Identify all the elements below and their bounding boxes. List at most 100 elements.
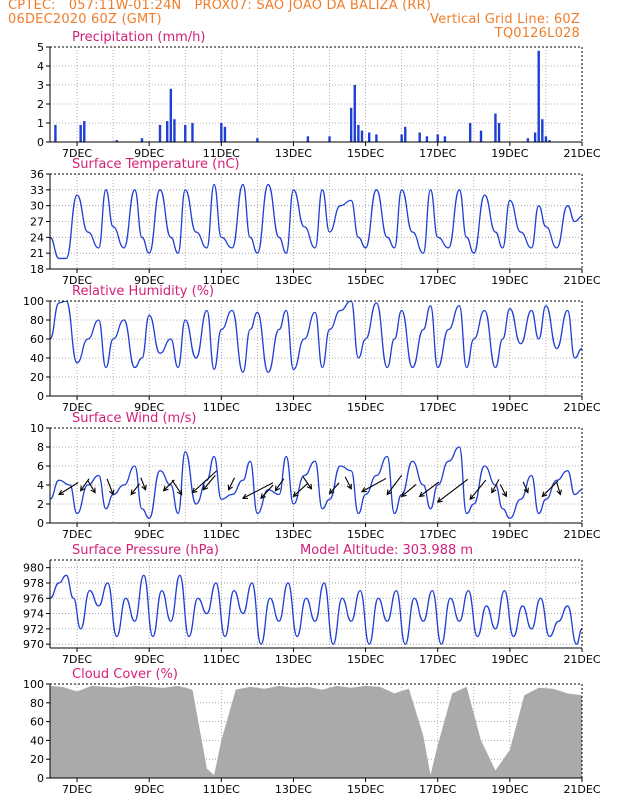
precip-bar xyxy=(544,136,548,142)
wind-arrow-head xyxy=(556,489,562,496)
pressure-ytick-label: 972 xyxy=(23,623,44,636)
precip-bar xyxy=(360,130,364,142)
wind-arrow xyxy=(228,477,236,490)
cloud-ytick-label: 40 xyxy=(30,734,44,747)
precip-bar xyxy=(400,134,403,142)
wind-arrow xyxy=(329,482,340,494)
wind-arrow xyxy=(87,480,96,493)
wind-ytick-label: 6 xyxy=(37,460,44,473)
header-model-code: TQ0126L028 xyxy=(494,26,580,41)
precip-xtick-label: 21DEC xyxy=(563,147,600,160)
precip-bar xyxy=(436,134,439,142)
pressure-xtick-label: 17DEC xyxy=(419,653,456,666)
precip-bar xyxy=(79,124,82,142)
precip-bar xyxy=(349,107,353,142)
precip-bar xyxy=(357,124,360,142)
wind-arrow-head xyxy=(306,483,313,490)
pressure-xtick-label: 13DEC xyxy=(275,653,312,666)
wind-arrow xyxy=(302,476,312,490)
rh-xtick-label: 13DEC xyxy=(275,401,312,414)
wind-arrow-head xyxy=(491,487,497,494)
precip-xtick-label: 11DEC xyxy=(203,147,240,160)
wind-arrow xyxy=(293,482,309,497)
precip-bar xyxy=(115,140,118,142)
rh-xtick-label: 17DEC xyxy=(419,401,456,414)
precip-bar xyxy=(479,130,483,142)
temp-xtick-label: 7DEC xyxy=(62,274,92,287)
precip-bar xyxy=(220,123,223,142)
temp-xtick-label: 15DEC xyxy=(347,274,384,287)
precip-xtick-label: 15DEC xyxy=(347,147,384,160)
wind-xtick-label: 21DEC xyxy=(563,528,600,541)
wind-arrow-head xyxy=(191,487,198,494)
wind-arrow xyxy=(361,477,387,493)
precip-bar xyxy=(404,126,407,142)
header-agency: CPTEC: xyxy=(8,0,56,13)
wind-arrow xyxy=(386,474,403,495)
wind-xtick-label: 15DEC xyxy=(347,528,384,541)
wind-xtick-label: 9DEC xyxy=(134,528,164,541)
precip-xtick-label: 17DEC xyxy=(419,147,456,160)
precip-bar xyxy=(191,123,194,142)
header-station: PROX07: SAO JOAO DA BALIZA (RR) xyxy=(194,0,432,13)
wind-arrow-head xyxy=(346,483,352,490)
precip-title: Precipitation (mm/h) xyxy=(72,30,205,45)
wind-ytick-label: 2 xyxy=(37,498,44,511)
wind-arrow xyxy=(541,480,559,497)
pressure-title: Surface Pressure (hPa) xyxy=(72,543,219,558)
wind-arrow-head xyxy=(386,489,393,496)
precip-bar xyxy=(526,138,530,142)
precip-bar xyxy=(468,123,472,142)
precip-ytick-label: 0 xyxy=(37,136,44,149)
precip-bar xyxy=(497,123,501,142)
precip-xtick-label: 7DEC xyxy=(62,147,92,160)
wind-arrow xyxy=(522,481,529,493)
cloud-ytick-label: 80 xyxy=(30,697,44,710)
rh-ytick-label: 100 xyxy=(23,295,44,308)
wind-arrow xyxy=(344,476,352,490)
wind-arrow-head xyxy=(162,485,169,492)
temp-ytick-label: 27 xyxy=(30,216,44,229)
temp-title: Surface Temperature (nC) xyxy=(72,157,240,172)
wind-arrow-head xyxy=(541,491,548,498)
precip-bar xyxy=(54,124,57,142)
cloud-title: Cloud Cover (%) xyxy=(72,667,178,682)
pressure-ytick-label: 970 xyxy=(23,638,44,651)
wind-arrow xyxy=(401,483,417,497)
rh-xtick-label: 11DEC xyxy=(203,401,240,414)
cloud-xtick-label: 11DEC xyxy=(203,783,240,796)
precip-xtick-label: 13DEC xyxy=(275,147,312,160)
wind-arrow-head xyxy=(141,484,147,491)
rh-xtick-label: 21DEC xyxy=(563,401,600,414)
rh-xtick-label: 9DEC xyxy=(134,401,164,414)
precip-bar xyxy=(494,113,497,142)
wind-xtick-label: 7DEC xyxy=(62,528,92,541)
wind-series-line xyxy=(50,446,582,519)
precip-bar xyxy=(353,85,356,142)
cloud-xtick-label: 7DEC xyxy=(62,783,92,796)
wind-arrow xyxy=(437,478,469,503)
rh-xtick-label: 15DEC xyxy=(347,401,384,414)
wind-arrow xyxy=(140,477,147,490)
precip-bar xyxy=(173,119,176,142)
pressure-series-line xyxy=(50,574,582,645)
wind-arrow xyxy=(171,479,183,495)
cloud-xtick-label: 19DEC xyxy=(491,783,528,796)
wind-arrow xyxy=(80,478,90,492)
wind-arrow xyxy=(58,482,79,495)
wind-arrow-head xyxy=(108,489,115,496)
wind-xtick-label: 19DEC xyxy=(491,528,528,541)
wind-arrow xyxy=(130,483,140,495)
precip-bar xyxy=(425,136,429,142)
wind-arrow xyxy=(274,478,285,492)
precip-bar xyxy=(184,124,187,142)
precip-bar xyxy=(548,140,551,142)
wind-title: Surface Wind (m/s) xyxy=(72,411,196,426)
wind-arrow-head xyxy=(292,491,299,498)
header-coordinates: 057:11W-01:24N xyxy=(68,0,182,13)
precip-ytick-label: 3 xyxy=(37,79,44,92)
temp-xtick-label: 9DEC xyxy=(134,274,164,287)
temp-ytick-label: 21 xyxy=(30,247,44,260)
wind-arrow xyxy=(202,474,216,491)
wind-ytick-label: 4 xyxy=(37,479,44,492)
